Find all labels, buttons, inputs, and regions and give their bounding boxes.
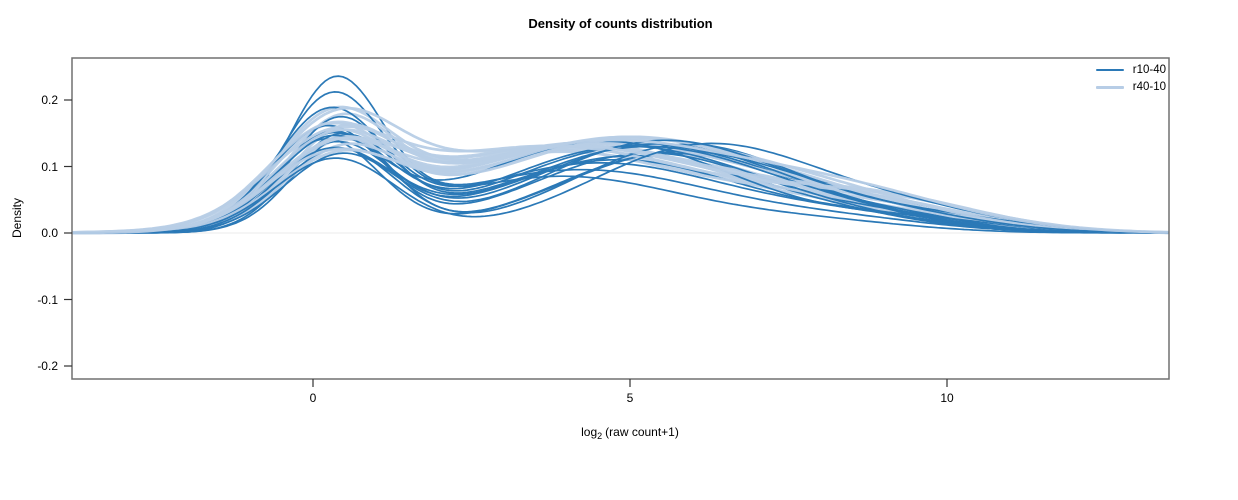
y-tick-label: 0.1 [41, 159, 58, 174]
legend-line-swatch-dark [1095, 68, 1124, 72]
legend-label: r10-40 [1132, 64, 1166, 76]
x-axis-label-prefix: log [581, 425, 598, 439]
y-tick-label: -0.2 [37, 359, 58, 373]
legend-label: r40-10 [1132, 81, 1166, 93]
x-axis-label: log2 (raw count+1) [313, 425, 947, 441]
x-tick-label: 10 [940, 391, 954, 405]
y-tick-label: -0.1 [37, 292, 58, 307]
legend-line-swatch-light [1095, 85, 1124, 89]
legend-item-r10-40: r10-40 [1095, 63, 1166, 77]
y-axis-label: Density [10, 197, 24, 239]
legend-item-r40-10: r40-10 [1095, 80, 1166, 94]
y-tick-label: 0.0 [41, 226, 58, 240]
y-tick-label: 0.2 [41, 93, 58, 107]
x-tick-label: 5 [626, 391, 634, 405]
x-axis-label-suffix: (raw count+1) [605, 425, 679, 439]
legend: r10-40 r40-10 [1095, 63, 1166, 94]
chart-title: Density of counts distribution [528, 16, 713, 31]
x-tick-label: 0 [309, 391, 317, 405]
x-axis-label-subscript: 2 [597, 431, 603, 441]
